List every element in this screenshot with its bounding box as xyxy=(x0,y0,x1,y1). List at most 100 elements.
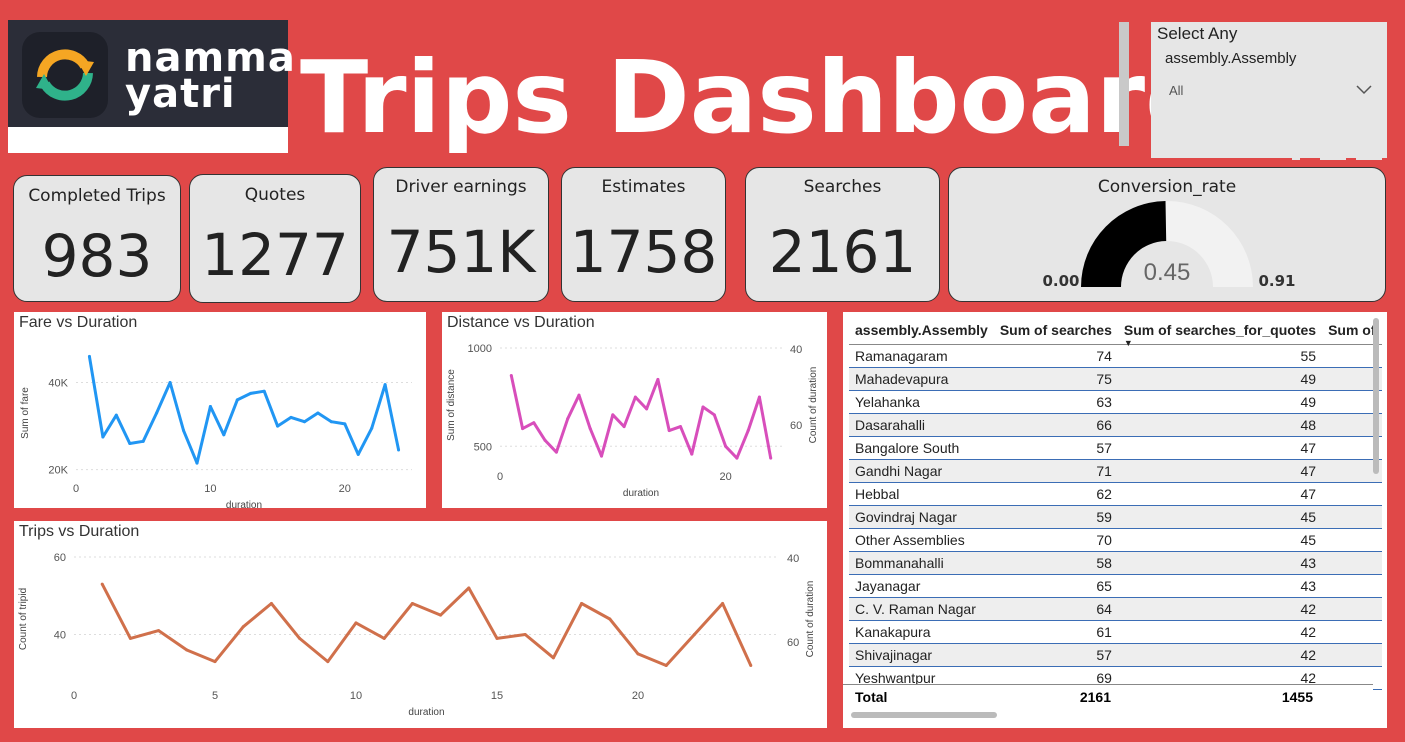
data-point xyxy=(439,614,442,617)
assembly-table: assembly.Assembly Sum of searches Sum of… xyxy=(843,312,1387,728)
cell-searches-for-quotes: 43 xyxy=(1118,552,1322,575)
table-row[interactable]: Gandhi Nagar 71 47 xyxy=(849,460,1382,483)
data-point xyxy=(679,425,682,428)
series-line xyxy=(89,356,398,463)
data-point xyxy=(758,396,761,399)
data-point xyxy=(769,457,772,460)
x-axis-title: duration xyxy=(623,488,659,499)
table-row[interactable]: Bangalore South 57 47 xyxy=(849,437,1382,460)
cell-searches: 61 xyxy=(994,621,1118,644)
cell-searches-for-quotes: 45 xyxy=(1118,529,1322,552)
data-point xyxy=(185,649,188,652)
cell-searches: 57 xyxy=(994,644,1118,667)
data-point xyxy=(383,637,386,640)
data-point xyxy=(747,429,750,432)
y2-axis-title: Count of duration xyxy=(805,581,816,658)
fare-line-chart: 20K40K0 10 20durationSum of fare xyxy=(14,312,426,508)
kpi-label: Estimates xyxy=(562,177,725,197)
slicer-dropdown[interactable]: All xyxy=(1161,74,1381,106)
trips-line-chart: 40 60 40 60 Count of duration 0 5 10 15 20 duratio… xyxy=(14,521,827,728)
data-point xyxy=(270,602,273,605)
cell-searches: 71 xyxy=(994,460,1118,483)
data-point xyxy=(623,425,626,428)
cell-searches: 65 xyxy=(994,575,1118,598)
table-row[interactable]: Dasarahalli 66 48 xyxy=(849,414,1382,437)
data-point xyxy=(157,629,160,632)
y-tick-label: 500 xyxy=(474,441,492,453)
title-divider xyxy=(1119,22,1129,146)
x-tick-label: 10 xyxy=(204,483,216,495)
column-header-assembly[interactable]: assembly.Assembly xyxy=(849,316,994,345)
cell-searches-for-quotes: 42 xyxy=(1118,621,1322,644)
data-point xyxy=(276,425,279,428)
data-point xyxy=(370,427,373,430)
data-point xyxy=(263,390,266,393)
cell-searches-for-quotes: 45 xyxy=(1118,506,1322,529)
pin-icon[interactable] xyxy=(1292,152,1300,160)
y-tick-label: 20K xyxy=(48,465,68,477)
chevron-down-icon xyxy=(1355,84,1373,96)
y2-tick-label: 60 xyxy=(787,637,799,649)
x-axis-title: duration xyxy=(226,500,262,508)
total-label: Total xyxy=(855,689,887,705)
data-point xyxy=(566,417,569,420)
x-tick-label: 0 xyxy=(71,690,77,702)
table-row[interactable]: Mahadevapura 75 49 xyxy=(849,368,1382,391)
data-point xyxy=(608,618,611,621)
column-header-searches-for-quotes[interactable]: Sum of searches_for_quotes ▼ xyxy=(1118,316,1322,345)
filter-icon[interactable] xyxy=(1320,152,1346,160)
table-row[interactable]: Shivajinagar 57 42 xyxy=(849,644,1382,667)
more-options-icon[interactable] xyxy=(1356,152,1382,160)
data-point xyxy=(580,602,583,605)
horizontal-scrollbar[interactable] xyxy=(851,712,997,718)
cell-searches-for-quotes: 55 xyxy=(1118,345,1322,368)
data-point xyxy=(316,412,319,415)
data-point xyxy=(101,583,104,586)
cell-assembly: Hebbal xyxy=(849,483,994,506)
data-point xyxy=(355,621,358,624)
kpi-value: 1277 xyxy=(190,221,360,289)
assembly-slicer: Select Any assembly.Assembly All xyxy=(1151,22,1387,158)
total-searches: 2161 xyxy=(993,689,1111,705)
data-point xyxy=(101,435,104,438)
data-point xyxy=(589,427,592,430)
x-tick-label: 20 xyxy=(719,471,731,483)
data-point xyxy=(721,602,724,605)
cell-searches: 57 xyxy=(994,437,1118,460)
table-row[interactable]: Bommanahalli 58 43 xyxy=(849,552,1382,575)
cell-searches: 58 xyxy=(994,552,1118,575)
data-point xyxy=(544,439,547,442)
table-row[interactable]: Hebbal 62 47 xyxy=(849,483,1382,506)
total-quotes: 1455 xyxy=(1123,689,1313,705)
data-point xyxy=(510,374,513,377)
data-point xyxy=(645,407,648,410)
column-header-searches[interactable]: Sum of searches xyxy=(994,316,1118,345)
table-row[interactable]: Yelahanka 63 49 xyxy=(849,391,1382,414)
data-point xyxy=(521,427,524,430)
table-row[interactable]: C. V. Raman Nagar 64 42 xyxy=(849,598,1382,621)
table-row[interactable]: Kanakapura 61 42 xyxy=(849,621,1382,644)
table-row[interactable]: Jayanagar 65 43 xyxy=(849,575,1382,598)
y-axis-title: Count of tripid xyxy=(18,588,29,650)
gauge-conversion-rate: Conversion_rate 0.45 0.00 0.91 xyxy=(948,167,1386,302)
vertical-scrollbar[interactable] xyxy=(1373,318,1379,474)
cell-searches: 62 xyxy=(994,483,1118,506)
data-point xyxy=(724,445,727,448)
kpi-quotes: Quotes 1277 xyxy=(189,174,361,303)
y2-tick-label: 60 xyxy=(790,420,802,432)
x-tick-label: 0 xyxy=(73,483,79,495)
data-point xyxy=(298,637,301,640)
data-point xyxy=(397,449,400,452)
table-row[interactable]: Other Assemblies 70 45 xyxy=(849,529,1382,552)
cell-searches: 66 xyxy=(994,414,1118,437)
table-row[interactable]: Govindraj Nagar 59 45 xyxy=(849,506,1382,529)
data-point xyxy=(128,442,131,445)
data-point xyxy=(665,664,668,667)
cell-sum-of xyxy=(1322,621,1381,644)
data-point xyxy=(555,451,558,454)
kpi-completed-trips: Completed Trips 983 xyxy=(13,175,181,302)
cell-assembly: Bangalore South xyxy=(849,437,994,460)
cell-assembly: Govindraj Nagar xyxy=(849,506,994,529)
cell-searches: 64 xyxy=(994,598,1118,621)
table-row[interactable]: Ramanagaram 74 55 xyxy=(849,345,1382,368)
